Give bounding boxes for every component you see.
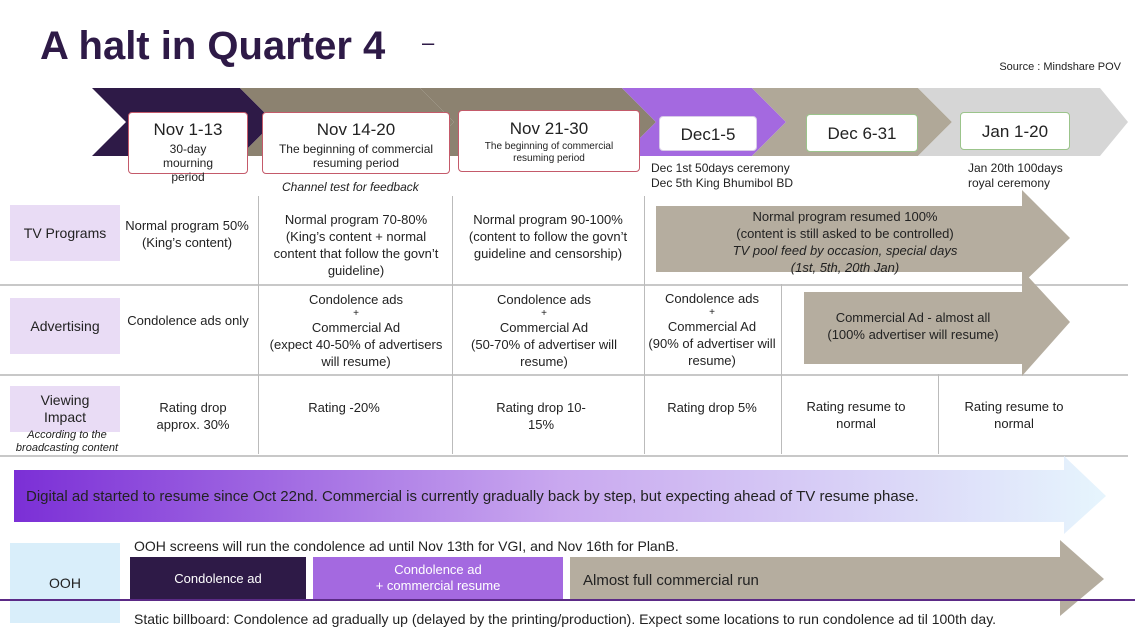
row-divider-3 [0,455,1128,457]
col-divider-2 [452,196,453,454]
row-divider-2 [0,374,1128,376]
row-label-viewing: Viewing Impact [10,386,120,432]
ads-line: (90% of advertiser will resume) [648,336,776,368]
tv-arrow [656,190,1070,284]
ads-cell-nov-14-20: Condolence ads + Commercial Ad (expect 4… [266,291,446,370]
ads-cell-dec-1-5: Condolence ads + Commercial Ad (90% of a… [648,290,776,369]
ooh-bar-condolence: Condolence ad [130,557,306,599]
period-dec-1-5: Dec1-5 [659,116,757,151]
row-divider-1 [0,284,1128,286]
period-note-dec-1: Dec 1st 50days ceremony [651,161,790,175]
ads-plus: + [709,307,715,318]
viewing-cell-dec-6-31: Rating resume to normal [806,399,906,431]
period-sub: 30-day mourning period [162,142,214,184]
ads-cell-nov-1-13: Condolence ads only [127,313,249,328]
period-note-channel-test: Channel test for feedback [282,180,419,194]
ads-plus: + [353,308,359,319]
viewing-cell-nov-14-20: Rating -20% [308,400,380,415]
period-dec-6-31: Dec 6-31 [806,114,918,152]
digital-arrow [14,456,1106,534]
title-dash: – [422,30,435,55]
period-nov-21-30: Nov 21-30 The beginning of commercial re… [458,110,640,172]
page-title: A halt in Quarter 4 [40,24,386,68]
ads-line: Commercial Ad [667,319,757,334]
tv-cell-nov-1-13: Normal program 50% (King’s content) [125,218,249,250]
period-note-jan-royal: royal ceremony [968,176,1051,190]
footer-line [0,599,1135,601]
ads-arrow-line1: Commercial Ad - almost all [835,310,991,325]
ads-arrow-line2: (100% advertiser will resume) [827,327,999,342]
tv-arrow-line1: Normal program resumed 100% [752,209,938,224]
tv-cell-nov-14-20: Normal program 70-80% (King’s content + … [273,212,439,278]
col-divider-1 [258,196,259,454]
ads-plus: + [541,308,547,319]
row-label-advertising: Advertising [10,298,120,354]
period-sub: The beginning of commercial resuming per… [278,142,434,170]
period-jan-1-20: Jan 1-20 [960,112,1070,150]
viewing-label-line1: Viewing [40,392,90,408]
tv-arrow-line3: TV pool feed by occasion, special days [732,243,958,258]
ooh-billboard-text: Static billboard: Condolence ad graduall… [134,611,997,627]
source-note: Source : Mindshare POV [999,61,1121,73]
ads-line: (50-70% of advertiser will resume) [471,337,617,369]
ads-line: Commercial Ad [311,320,401,335]
tv-cell-nov-21-30: Normal program 90-100% (content to follo… [468,212,628,261]
viewing-cell-dec-1-5: Rating drop 5% [667,400,757,415]
ads-arrow [804,270,1070,376]
ads-arrow-text: Commercial Ad - almost all (100% adverti… [806,309,1020,343]
period-nov-1-13: Nov 1-13 30-day mourning period [128,112,248,184]
period-sub: The beginning of commercial resuming per… [484,141,614,164]
ads-line: Condolence ads [665,291,759,306]
row-label-tv: TV Programs [10,205,120,261]
viewing-label-note: According to the broadcasting content [15,429,119,454]
viewing-label-line2: Impact [43,409,86,425]
row-label-ooh: OOH [10,543,120,623]
ooh-screens-text: OOH screens will run the condolence ad u… [134,538,679,554]
viewing-cell-nov-1-13: Rating drop approx. 30% [156,400,230,432]
ads-line: (expect 40-50% of advertisers will resum… [269,337,443,369]
col-divider-4 [781,284,782,454]
viewing-cell-nov-21-30: Rating drop 10-15% [496,400,586,432]
period-date: Nov 21-30 [509,119,589,138]
viewing-cell-jan-1-20: Rating resume to normal [964,399,1064,431]
ooh-bar-condolence-commercial: Condolence ad + commercial resume [313,557,563,599]
ads-line: Commercial Ad [499,320,589,335]
ooh-bar2-line2: + commercial resume [375,578,501,593]
ooh-bar2-line1: Condolence ad [394,562,482,577]
period-nov-14-20: Nov 14-20 The beginning of commercial re… [262,112,450,174]
ads-line: Condolence ads [309,292,403,307]
ooh-arrow [570,540,1104,616]
tv-arrow-line2: (content is still asked to be controlled… [736,226,954,241]
tv-arrow-text: Normal program resumed 100% (content is … [660,208,1030,276]
period-date: Nov 1-13 [153,120,223,139]
ooh-arrow-text: Almost full commercial run [583,572,759,589]
period-note-dec-5: Dec 5th King Bhumibol BD [651,176,794,190]
ads-line: Condolence ads [497,292,591,307]
period-note-jan-20: Jan 20th 100days [968,161,1063,175]
period-date: Nov 14-20 [316,120,396,139]
col-divider-3 [644,196,645,454]
col-divider-5 [938,374,939,454]
ads-cell-nov-21-30: Condolence ads + Commercial Ad (50-70% o… [462,291,626,370]
tv-arrow-line4: (1st, 5th, 20th Jan) [790,260,900,275]
digital-text: Digital ad started to resume since Oct 2… [26,488,919,505]
